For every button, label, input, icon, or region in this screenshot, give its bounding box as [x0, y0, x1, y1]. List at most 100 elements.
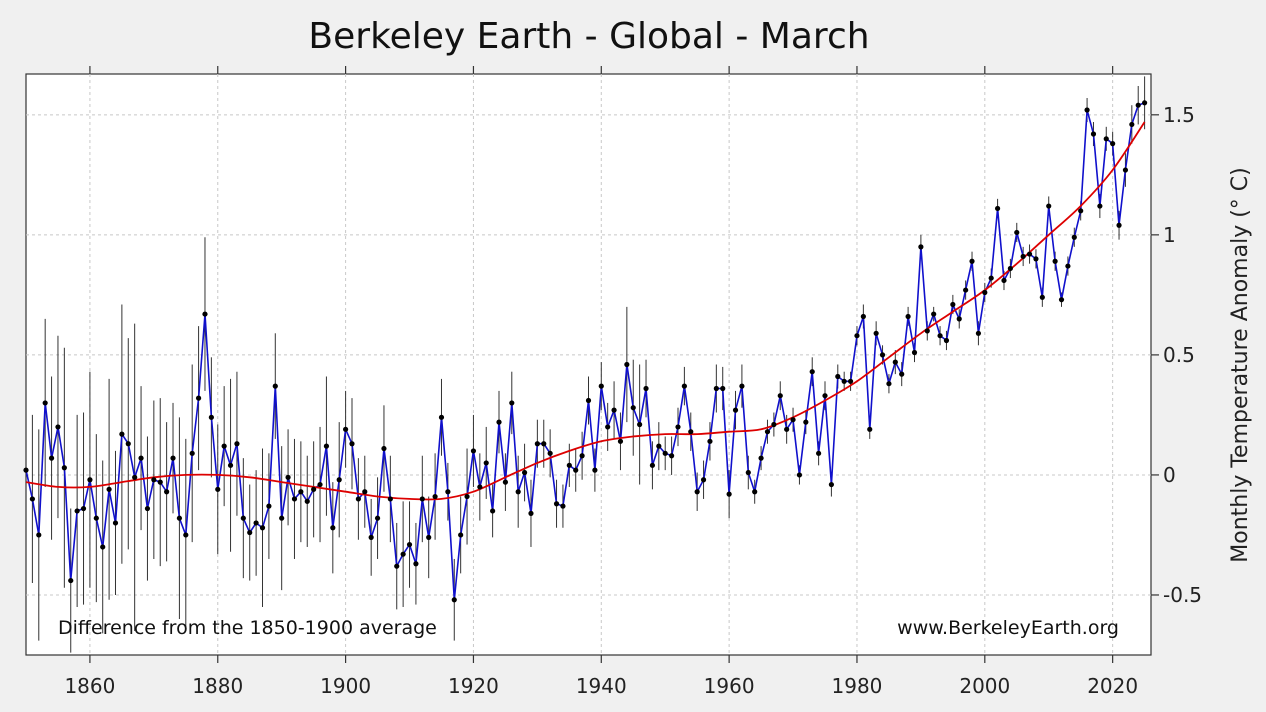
data-point [809, 369, 815, 375]
data-point [681, 383, 687, 389]
series-layer [25, 102, 1145, 600]
data-point [1078, 208, 1084, 214]
data-point [994, 205, 1001, 212]
data-point [438, 414, 445, 420]
data-point [23, 467, 29, 473]
data-point [879, 352, 886, 358]
data-point [764, 429, 771, 435]
data-point [208, 414, 214, 420]
data-point [1142, 100, 1148, 106]
data-point [61, 465, 67, 471]
y-tick-label: 1.5 [1163, 103, 1195, 127]
data-point [541, 441, 547, 447]
data-point [48, 455, 55, 461]
data-point [355, 496, 361, 502]
data-point [1090, 131, 1097, 137]
data-point [630, 405, 636, 411]
data-point [784, 426, 790, 432]
annotation-baseline: Difference from the 1850-1900 average [58, 617, 437, 639]
data-point [330, 525, 336, 531]
data-point [1110, 141, 1116, 147]
data-point [816, 450, 822, 456]
data-point [905, 313, 911, 320]
data-point [36, 532, 42, 538]
data-point [745, 469, 751, 476]
data-point [323, 443, 330, 449]
data-point [713, 385, 719, 392]
data-point [911, 349, 918, 356]
data-point [637, 421, 643, 428]
data-point [413, 561, 419, 567]
data-point [649, 462, 656, 468]
data-point [1026, 251, 1033, 257]
data-point [841, 378, 847, 384]
x-axis-ticks: 1860 1880 1900 1920 1940 1960 1980 2000 2020 [64, 66, 1138, 698]
data-point [368, 534, 374, 540]
data-point [240, 515, 246, 521]
data-point [694, 489, 700, 495]
x-tick-label: 1920 [448, 674, 499, 698]
data-point [777, 393, 783, 399]
data-point [937, 333, 943, 339]
data-point [553, 501, 560, 507]
data-point [317, 481, 323, 488]
data-point [803, 419, 809, 425]
data-point [247, 529, 253, 536]
data-point [924, 328, 930, 334]
data-point [988, 275, 994, 281]
data-point [279, 515, 285, 521]
data-point [291, 496, 298, 502]
x-tick-label: 1900 [320, 674, 371, 698]
trend-layer [25, 121, 1146, 501]
data-point [796, 472, 803, 478]
data-point [617, 438, 624, 444]
data-point [732, 407, 739, 413]
x-tick-label: 1880 [192, 674, 243, 698]
data-point [93, 515, 99, 521]
data-point [758, 455, 764, 461]
data-point [29, 496, 35, 502]
data-point [700, 477, 707, 483]
data-point [707, 438, 713, 444]
data-point [822, 393, 828, 399]
data-point [502, 479, 509, 485]
data-point [80, 505, 87, 512]
data-point [752, 489, 758, 495]
data-point [426, 534, 432, 540]
x-tick-label: 1940 [576, 674, 627, 698]
data-point [521, 469, 528, 476]
monthly-anomaly-line [25, 102, 1145, 600]
data-point [106, 486, 112, 492]
data-point [419, 496, 425, 502]
data-point [918, 244, 924, 250]
data-point [1084, 107, 1090, 113]
data-point [132, 474, 138, 480]
data-point [598, 383, 604, 389]
data-point [253, 520, 259, 526]
data-point [298, 489, 304, 495]
data-point [624, 361, 630, 368]
x-tick-label: 2000 [959, 674, 1010, 698]
data-point [349, 441, 355, 447]
data-point [790, 417, 796, 423]
data-point [592, 467, 598, 473]
data-point [643, 385, 649, 392]
data-point [515, 489, 521, 495]
data-point [304, 498, 310, 504]
data-point [490, 508, 496, 514]
data-point [726, 491, 732, 497]
data-point [860, 313, 866, 320]
y-tick-label: 0.5 [1163, 343, 1195, 367]
data-point [183, 532, 189, 538]
data-point [387, 496, 393, 502]
data-point [483, 460, 489, 466]
data-point [87, 477, 93, 483]
data-points [23, 100, 1148, 603]
data-point [1014, 229, 1020, 236]
data-point [100, 544, 106, 550]
data-point [68, 577, 74, 584]
data-point [579, 453, 585, 459]
data-point [195, 395, 202, 401]
data-point [119, 431, 125, 437]
